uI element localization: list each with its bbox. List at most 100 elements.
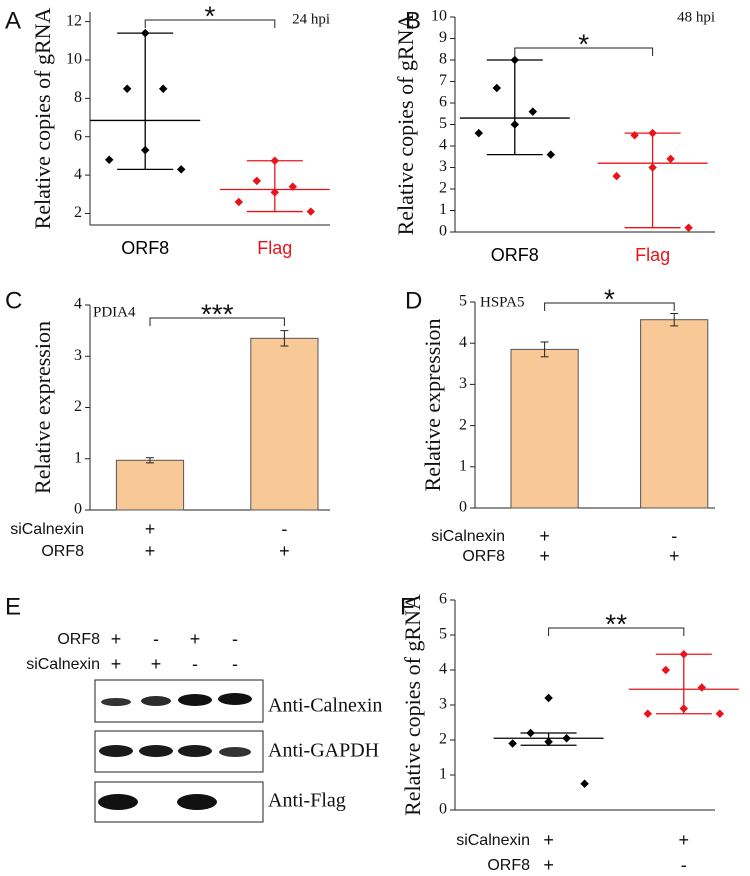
panel-letter: F: [400, 593, 415, 620]
row-label: siCalnexin: [10, 521, 84, 538]
panel-letter: B: [405, 7, 421, 34]
row-value: +: [539, 526, 550, 546]
y-tick-label: 6: [439, 94, 447, 111]
y-tick-label: 2: [439, 180, 447, 197]
y-tick-label: 5: [439, 115, 447, 132]
significance-label: **: [605, 608, 627, 639]
significance-bracket: [544, 302, 675, 311]
row-label: ORF8: [462, 548, 505, 565]
blot-band: [98, 794, 138, 810]
row-label: siCalnexin: [431, 528, 505, 545]
y-tick-label: 2: [439, 731, 447, 748]
blot-band: [218, 693, 252, 705]
y-tick-label: 6: [439, 591, 447, 608]
point: [580, 779, 589, 788]
y-tick-label: 0: [459, 499, 467, 516]
antibody-label: Anti-Calnexin: [268, 695, 382, 717]
blot-band: [178, 745, 212, 757]
y-axis-label: Relative expression: [420, 319, 445, 492]
row-label: ORF8: [57, 631, 100, 648]
point: [234, 197, 244, 207]
y-axis-label: Relative copies of gRNA: [393, 14, 418, 236]
y-tick-label: 6: [74, 127, 82, 144]
point: [612, 171, 621, 181]
point: [474, 128, 484, 138]
y-tick-label: 1: [459, 457, 467, 474]
point: [176, 165, 186, 174]
antibody-label: Anti-GAPDH: [268, 740, 379, 762]
significance-bracket: [144, 19, 276, 28]
y-tick-label: 3: [439, 696, 447, 713]
y-tick-label: 2: [459, 416, 467, 433]
annotation: 24 hpi: [292, 11, 330, 27]
point: [528, 107, 538, 116]
point: [546, 150, 556, 159]
point: [715, 709, 725, 718]
significance-label: *: [578, 28, 589, 59]
point: [492, 83, 502, 93]
annotation: PDIA4: [93, 304, 136, 320]
y-tick-label: 9: [439, 29, 447, 46]
row-value: +: [543, 855, 554, 875]
y-tick-label: 0: [439, 801, 447, 818]
y-tick-label: 3: [459, 375, 467, 392]
y-tick-label: 4: [74, 166, 82, 183]
y-tick-label: 5: [439, 626, 447, 643]
panel-letter: D: [405, 287, 422, 314]
row-value: -: [671, 526, 677, 546]
antibody-label: Anti-Flag: [268, 790, 346, 812]
y-tick-label: 0: [74, 501, 82, 518]
y-tick-label: 4: [459, 334, 467, 351]
row-value: +: [279, 541, 290, 561]
significance-label: *: [604, 283, 615, 314]
y-axis-label: Relative copies of gRNA: [30, 8, 55, 230]
blot-band: [141, 696, 171, 706]
y-tick-label: 10: [66, 51, 82, 68]
row-value: +: [151, 654, 162, 674]
significance-bracket: [149, 317, 285, 326]
row-value: -: [681, 855, 687, 875]
y-tick-label: 3: [74, 347, 82, 364]
y-axis-label: Relative copies of gRNA: [400, 594, 425, 816]
row-label: ORF8: [487, 857, 530, 874]
point: [661, 665, 671, 675]
point: [158, 84, 168, 93]
row-value: -: [232, 629, 238, 649]
x-tick-label: Flag: [635, 245, 670, 265]
y-tick-label: 2: [74, 204, 82, 221]
point: [306, 207, 316, 216]
panel-letter: C: [5, 287, 22, 314]
annotation: HSPA5: [480, 294, 524, 310]
point: [544, 693, 553, 703]
blot-band: [99, 745, 133, 757]
bar: [115, 459, 185, 511]
y-tick-label: 8: [74, 89, 82, 106]
point: [104, 155, 114, 164]
row-value: +: [145, 541, 156, 561]
row-value: +: [111, 629, 122, 649]
blot-band: [178, 694, 212, 706]
bar: [250, 337, 319, 511]
y-tick-label: 10: [431, 8, 447, 25]
point: [252, 176, 262, 186]
point: [630, 131, 639, 140]
panel-letter: E: [5, 593, 21, 620]
x-tick-label: ORF8: [121, 238, 169, 258]
y-tick-label: 1: [439, 201, 447, 218]
blot-band: [219, 747, 251, 757]
y-tick-label: 0: [439, 223, 447, 240]
x-tick-label: ORF8: [491, 245, 539, 265]
y-tick-label: 4: [74, 296, 82, 313]
panel-letter: A: [5, 7, 21, 34]
bar: [640, 319, 709, 509]
significance-label: ***: [201, 298, 234, 329]
row-label: siCalnexin: [456, 832, 530, 849]
point: [288, 182, 298, 191]
row-value: +: [679, 830, 690, 850]
y-tick-label: 2: [74, 398, 82, 415]
row-label: siCalnexin: [26, 656, 100, 673]
point: [684, 223, 693, 232]
row-value: +: [145, 519, 156, 539]
point: [508, 739, 517, 748]
